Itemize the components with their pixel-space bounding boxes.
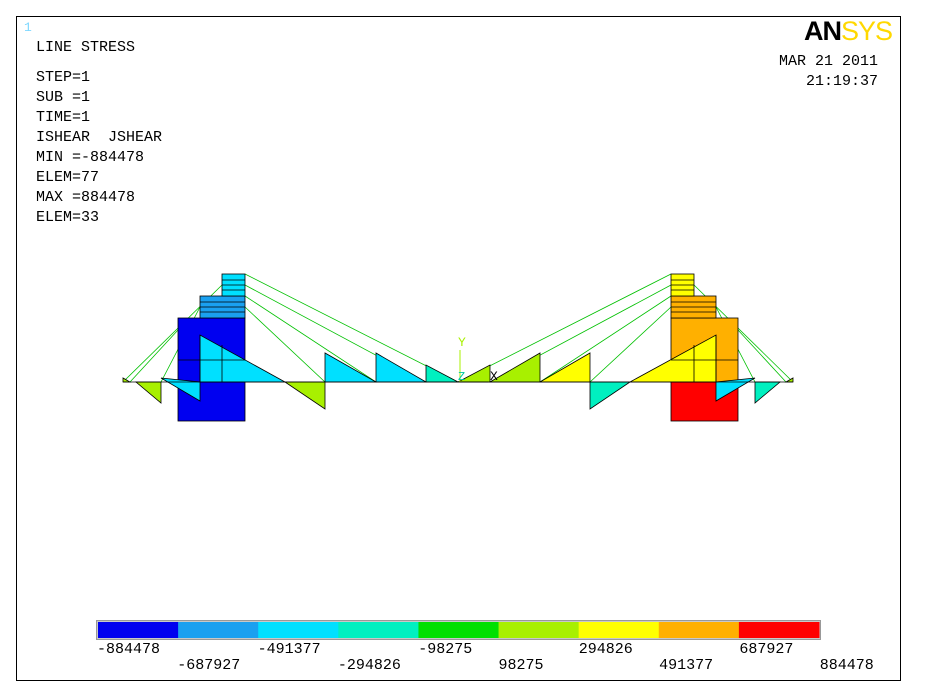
info-line: MAX =884478 [36,189,135,206]
logo-an: AN [804,16,841,46]
structure [122,273,794,422]
axis-y: Y [458,335,466,350]
color-swatch [658,622,740,638]
axis-z: Z [458,370,465,384]
color-swatch [498,622,580,638]
color-swatch [578,622,660,638]
info-line: ISHEAR JSHEAR [36,129,162,146]
axis-x: X [490,369,498,384]
frame [16,16,901,681]
color-swatch [98,622,179,638]
legend-label: -98275 [418,641,472,658]
legend-label: 294826 [579,641,633,658]
legend-label: 491377 [659,657,713,674]
color-swatch [738,622,820,638]
date: MAR 21 2011 [779,53,878,70]
color-swatch [338,622,419,638]
plot-title: LINE STRESS [36,39,135,56]
time: 21:19:37 [806,73,878,90]
legend-label: -294826 [338,657,401,674]
color-swatch [258,622,339,638]
legend-label: -884478 [97,641,160,658]
legend-label: 884478 [820,657,874,674]
legend-label: 98275 [499,657,544,674]
info-line: STEP=1 [36,69,90,86]
info-line: SUB =1 [36,89,90,106]
legend-label: -491377 [258,641,321,658]
color-swatch [418,622,500,638]
colorbar: -884478 -687927 -491377 -294826 -98275 98275 2… [97,622,874,674]
legend-label: 687927 [739,641,793,658]
logo: ANSYS [804,16,892,46]
info-block: STEP=1 SUB =1 TIME=1 ISHEAR JSHEAR MIN =-884… [36,69,162,226]
window-number: 1 [24,20,32,35]
legend-label: -687927 [177,657,240,674]
info-line: ELEM=33 [36,209,99,226]
triad: Y Z X [458,335,498,384]
color-swatch [178,622,259,638]
info-line: TIME=1 [36,109,90,126]
info-line: MIN =-884478 [36,149,144,166]
info-line: ELEM=77 [36,169,99,186]
logo-sys: SYS [841,16,892,46]
